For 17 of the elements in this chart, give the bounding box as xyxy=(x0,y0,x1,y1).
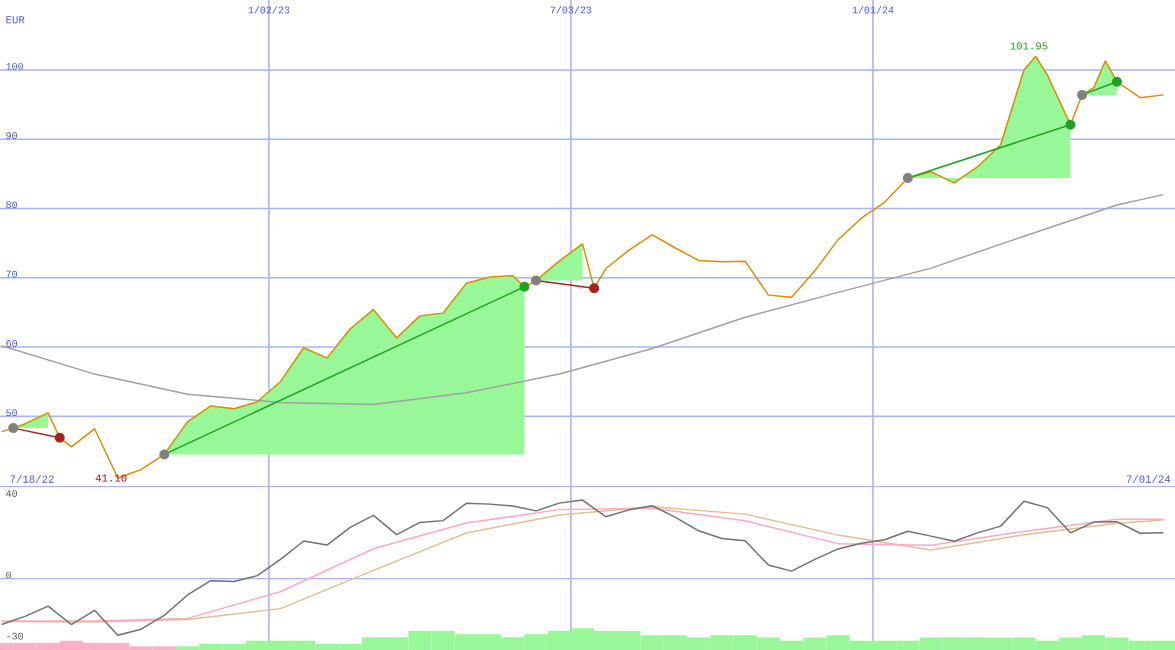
x-tick-label: 7/03/23 xyxy=(550,6,592,14)
x-tick-label: 1/02/23 xyxy=(248,6,290,14)
annotation: 101.95 xyxy=(1010,42,1048,50)
y-tick-label: 0 xyxy=(6,571,11,579)
annotation: 41.10 xyxy=(95,474,127,482)
y-tick-label: 100 xyxy=(6,62,23,70)
y-tick-label: 60 xyxy=(6,340,17,347)
y-tick-label: 90 xyxy=(6,132,17,139)
y-tick-label: 50 xyxy=(6,409,17,417)
y-tick-label: 70 xyxy=(6,270,17,278)
x-tick-label: 1/01/24 xyxy=(852,6,894,14)
annotation: 7/01/24 xyxy=(1126,474,1171,483)
y-tick-label: -30 xyxy=(7,632,23,640)
y-axis-title: EUR xyxy=(6,16,25,24)
y-tick-label: 40 xyxy=(6,490,17,497)
annotation: 7/18/22 xyxy=(10,474,54,483)
y-tick-label: 80 xyxy=(6,201,17,209)
